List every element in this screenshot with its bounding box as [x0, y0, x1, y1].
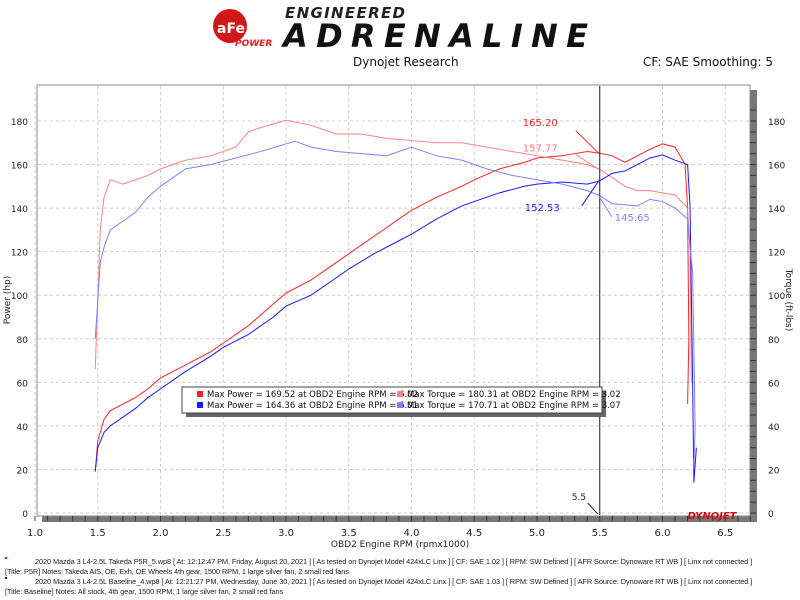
x-tick-label: 3.5	[341, 528, 357, 539]
svg-text:ENGINEERED: ENGINEERED	[285, 4, 405, 22]
y-tick-label: 20	[17, 466, 29, 476]
legend-swatch	[197, 402, 203, 408]
annotation-arrow	[581, 180, 600, 207]
x-tick-label: 4.5	[466, 528, 482, 539]
y2-tick-label: 40	[768, 423, 780, 433]
run1-color-marker	[5, 557, 7, 559]
annotation-label: 165.20	[523, 118, 558, 129]
x-tick-label: 1.5	[90, 528, 106, 539]
plot-area	[36, 84, 751, 517]
y-tick-label: 80	[17, 336, 29, 346]
y-axis-label: Power (hp)	[3, 276, 13, 325]
annotation-label: 152.53	[525, 203, 560, 214]
run1-notes: [Title: P5R] Notes: Takeda AIS, OE, Exh,…	[5, 567, 349, 576]
y2-tick-label: 100	[768, 292, 785, 302]
y2-tick-label: 0	[768, 510, 774, 520]
run1-info: 2020 Mazda 3 L4-2.5L Takeda P5R_5.wp8 [ …	[5, 557, 752, 566]
legend-entry: Max Power = 169.52 at OBD2 Engine RPM = …	[207, 390, 418, 400]
x-tick-label: 2.5	[215, 528, 231, 539]
svg-text:aFe: aFe	[217, 21, 245, 37]
dyno-chart: 1.0 1.5 2.0 2.5 3.0 3.5 4.0 4.5 5.0 5.5 6.0 6.5 0 0 20…	[3, 84, 793, 550]
y2-tick-label: 140	[768, 205, 785, 215]
x-tick-label: 1.0	[27, 528, 43, 539]
afe-adrenaline-logo: aFe POWER ENGINEERED ADRENALINE	[213, 4, 588, 50]
y2-axis-label: Torque (ft-lbs)	[783, 268, 793, 332]
series-p5r-power	[94, 143, 690, 472]
series-baseline-torque	[94, 140, 696, 470]
y-tick-label: 100	[11, 292, 28, 302]
legend-entry: Max Power = 164.36 at OBD2 Engine RPM = …	[207, 401, 418, 411]
series-baseline-power	[94, 154, 697, 483]
x-tick-label: 2.0	[153, 528, 169, 539]
x-tick-label: 5.0	[529, 528, 545, 539]
y-tick-label: 160	[11, 162, 28, 172]
legend-entry: Max Torque = 180.31 at OBD2 Engine RPM =…	[407, 390, 621, 400]
legend-swatch	[397, 402, 403, 408]
y2-tick-label: 120	[768, 249, 785, 259]
y2-tick-label: 160	[768, 162, 785, 172]
dynojet-watermark: DYNOJET	[687, 511, 737, 522]
svg-text:POWER: POWER	[235, 39, 272, 49]
y-tick-label: 60	[17, 379, 29, 389]
legend-box	[181, 386, 603, 414]
run2-notes: [Title: Baseline] Notes: All stock, 4th …	[5, 587, 284, 596]
annotation-arrow	[598, 195, 613, 218]
annotation-arrow	[575, 153, 600, 170]
annotation-label: 145.65	[615, 213, 650, 224]
run2-info: 2020 Mazda 3 L4-2.5L Baseline_4.wp8 [ At…	[5, 577, 752, 586]
y2-tick-label: 180	[768, 118, 785, 128]
annotation-label: 157.77	[523, 143, 558, 154]
y-tick-label: 40	[17, 423, 29, 433]
run2-color-marker	[5, 577, 7, 579]
x-tick-label: 5.5	[592, 528, 608, 539]
x-axis-label: OBD2 Engine RPM (rpmx1000)	[331, 540, 469, 550]
y2-tick-label: 80	[768, 336, 780, 346]
series-p5r-torque	[94, 119, 692, 383]
y-tick-label: 140	[11, 205, 28, 215]
y2-tick-label: 20	[768, 466, 780, 476]
run2-line1: 2020 Mazda 3 L4-2.5L Baseline_4.wp8 [ At…	[35, 577, 753, 586]
y-tick-label: 120	[11, 249, 28, 259]
cursor-label: 5.5	[572, 493, 586, 503]
x-tick-label: 4.0	[404, 528, 420, 539]
cursor-arrow	[587, 502, 599, 515]
legend-entry: Max Torque = 170.71 at OBD2 Engine RPM =…	[407, 401, 621, 411]
legend-swatch	[197, 391, 203, 397]
y-tick-label: 180	[11, 118, 28, 128]
chart-title: Dynojet Research	[353, 55, 459, 69]
y2-tick-label: 60	[768, 379, 780, 389]
svg-text:ADRENALINE: ADRENALINE	[280, 17, 588, 50]
smoothing-info: CF: SAE Smoothing: 5	[643, 55, 774, 69]
run1-line1: 2020 Mazda 3 L4-2.5L Takeda P5R_5.wp8 [ …	[35, 557, 753, 566]
x-tick-label: 3.0	[278, 528, 294, 539]
x-tick-label: 6.0	[655, 528, 671, 539]
annotation-arrow	[575, 130, 600, 154]
legend-swatch	[397, 391, 403, 397]
x-tick-label: 6.5	[717, 528, 733, 539]
y-tick-label: 0	[22, 510, 28, 520]
